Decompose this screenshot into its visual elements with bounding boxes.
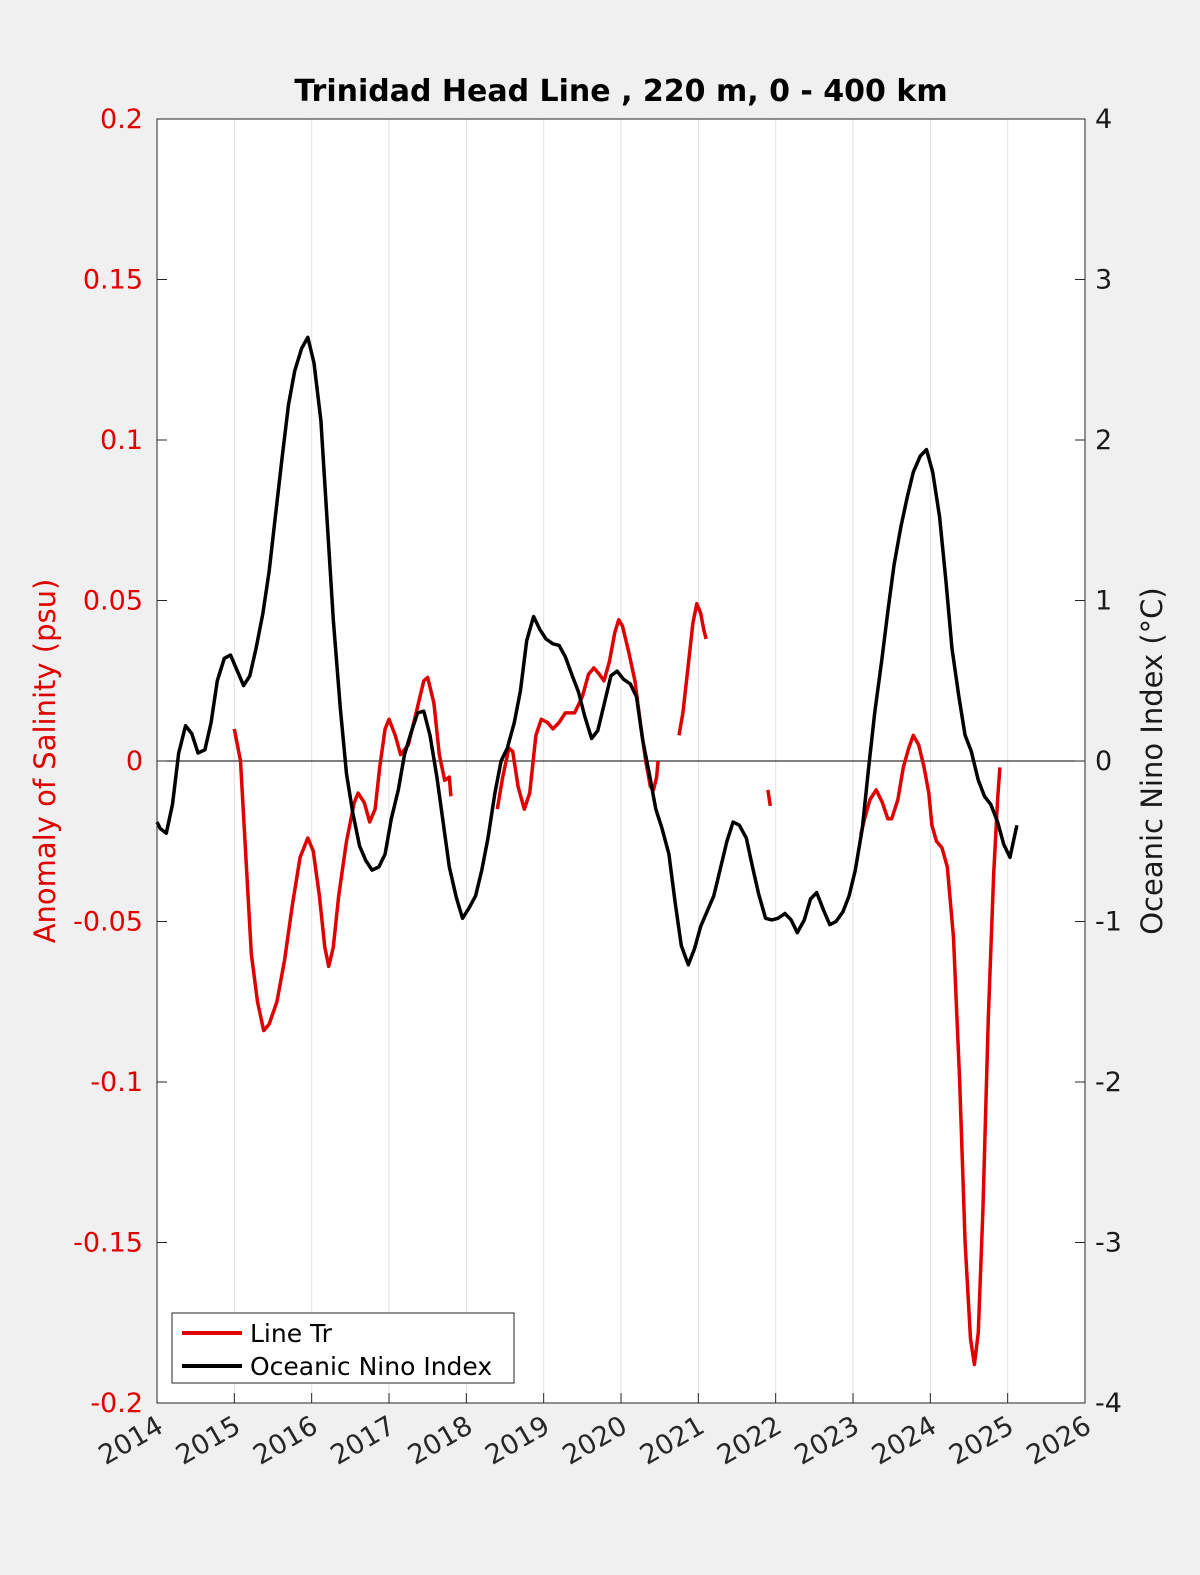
x-tick-label: 2023 [789,1410,864,1471]
series-layer [155,335,1019,1367]
x-tick-label: 2020 [557,1410,632,1471]
legend: Line Tr Oceanic Nino Index [171,1312,515,1384]
right-tick-label: -1 [1095,907,1122,938]
legend-label-oceanic-nino-index: Oceanic Nino Index [250,1352,492,1381]
x-tick-label: 2019 [480,1410,555,1471]
left-tick-label: 0.05 [83,586,143,617]
left-tick-label: -0.15 [73,1228,143,1259]
x-tick-label: 2016 [248,1410,323,1471]
right-tick-label: -2 [1095,1067,1122,1098]
axis-ticks [156,118,1086,1404]
series-line-line-tr [677,601,708,736]
x-tick-label: 2022 [712,1410,787,1471]
left-tick-label: -0.1 [90,1067,143,1098]
left-tick-label: -0.2 [90,1388,143,1419]
series-line-line-tr [858,733,1002,1367]
left-axis-tick-labels: 0.2 0.15 0.1 0.05 0 -0.05 -0.1 -0.15 -0.2 [73,104,143,1419]
right-tick-label: 0 [1095,746,1112,777]
series-line-oceanic-nino-index [155,335,1019,967]
legend-box [171,1312,515,1384]
right-tick-label: 1 [1095,586,1112,617]
right-axis-tick-labels: 4 3 2 1 0 -1 -2 -3 -4 [1095,104,1122,1419]
x-axis-tick-labels: 2014 2015 2016 2017 2018 2019 2020 2021 2022 2023… [93,1410,1096,1471]
x-tick-label: 2026 [1021,1410,1096,1471]
x-tick-label: 2024 [867,1410,942,1471]
x-tick-label: 2021 [635,1410,710,1471]
right-axis-label: Oceanic Nino Index (°C) [1135,587,1169,935]
x-tick-label: 2014 [93,1410,168,1471]
right-tick-label: -3 [1095,1228,1122,1259]
left-tick-label: 0 [126,746,143,777]
left-tick-label: 0.2 [100,104,143,135]
legend-label-line-tr: Line Tr [250,1319,333,1348]
chart-title: Trinidad Head Line , 220 m, 0 - 400 km [294,74,947,109]
left-tick-label: 0.1 [100,425,143,456]
right-tick-label: 4 [1095,104,1112,135]
x-tick-label: 2015 [171,1410,246,1471]
x-tick-label: 2018 [403,1410,478,1471]
left-tick-label: -0.05 [73,907,143,938]
left-tick-label: 0.15 [83,265,143,296]
left-axis-label: Anomaly of Salinity (psu) [28,579,62,944]
x-tick-label: 2025 [944,1410,1019,1471]
right-tick-label: 3 [1095,265,1112,296]
x-tick-label: 2017 [325,1410,400,1471]
right-tick-label: 2 [1095,425,1112,456]
right-tick-label: -4 [1095,1388,1122,1419]
series-line-line-tr [232,675,453,1033]
series-line-line-tr [766,789,773,807]
